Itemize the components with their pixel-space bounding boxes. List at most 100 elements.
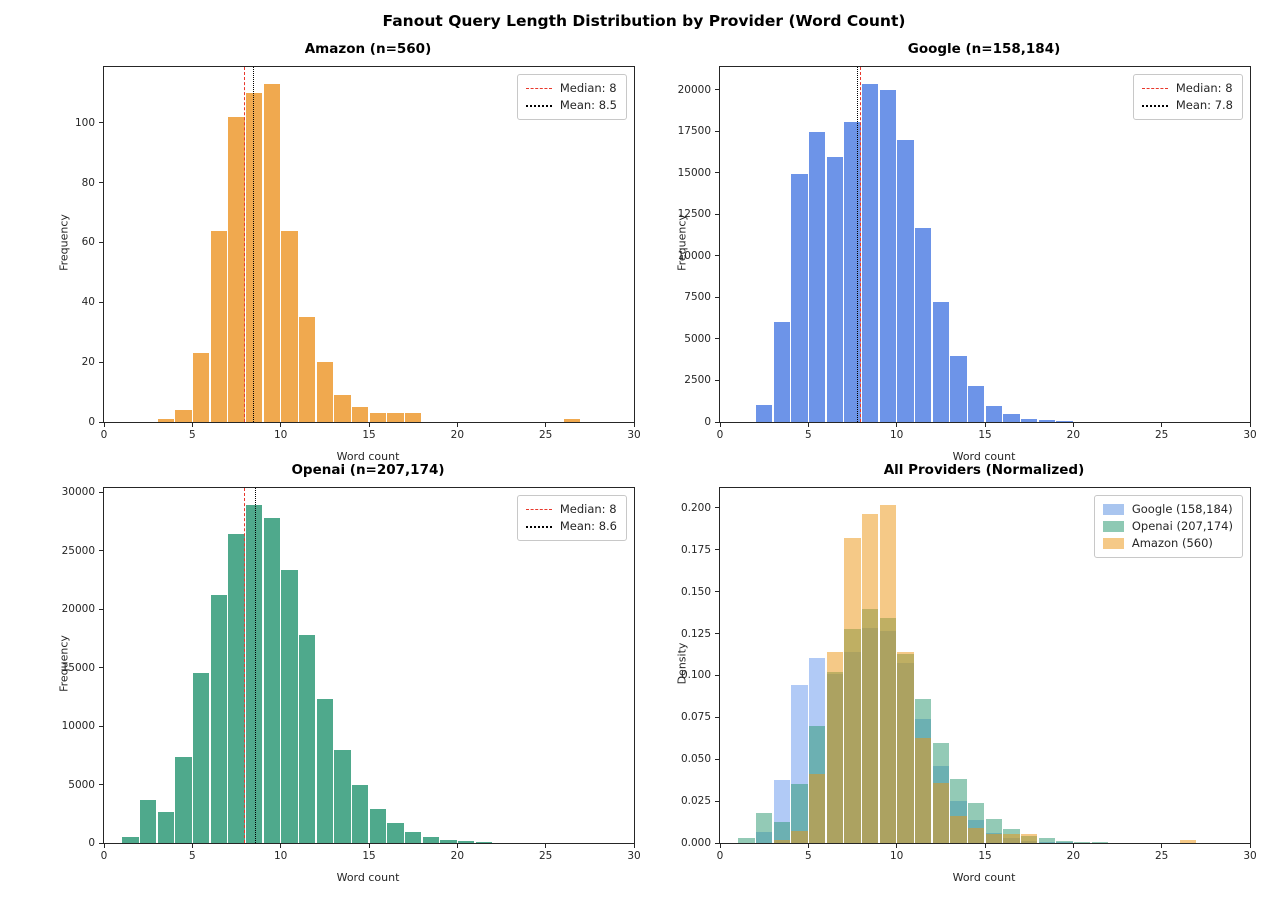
x-tick-mark <box>1161 422 1163 427</box>
x-tick-label: 20 <box>1066 850 1081 862</box>
x-tick-label: 5 <box>804 429 812 441</box>
legend: Google (158,184) Openai (207,174) Amazon (… <box>1093 495 1243 558</box>
histogram-bar <box>861 513 879 843</box>
x-tick-label: 30 <box>1243 850 1257 862</box>
x-axis-label: Word count <box>952 871 1016 884</box>
histogram-bar <box>808 132 826 422</box>
x-tick-mark <box>1072 422 1074 427</box>
histogram-bar <box>210 595 228 843</box>
y-tick-label: 20000 <box>61 603 95 616</box>
legend-label: Median: 8 <box>559 502 617 516</box>
x-tick-mark <box>456 422 458 427</box>
x-tick-mark <box>633 843 635 848</box>
y-tick-mark <box>715 255 720 257</box>
histogram-bar <box>1056 840 1073 843</box>
histogram-bar <box>773 840 791 843</box>
x-tick-label: 10 <box>889 429 904 441</box>
y-tick-mark <box>715 842 720 844</box>
subplot-title: Openai (n=207,174) <box>291 462 445 478</box>
median-line <box>244 488 246 843</box>
histogram-bar <box>897 651 914 843</box>
x-tick-mark <box>368 422 370 427</box>
x-tick-mark <box>807 422 809 427</box>
histogram-bar <box>351 407 369 422</box>
x-tick-label: 15 <box>362 429 376 441</box>
histogram-bar <box>985 833 1003 843</box>
histogram-bar <box>192 673 210 843</box>
y-tick-mark <box>715 421 720 423</box>
histogram-bar <box>351 785 369 843</box>
histogram-bar <box>755 813 773 843</box>
histogram-bar <box>316 698 334 843</box>
x-axis-label: Word count <box>952 450 1016 463</box>
y-tick-mark <box>715 130 720 132</box>
histogram-bar <box>281 569 298 843</box>
y-tick-mark <box>99 301 104 303</box>
histogram-bar <box>316 362 334 422</box>
histogram-bar <box>228 116 245 422</box>
y-tick-label: 0 <box>704 416 711 428</box>
histogram-bar <box>298 634 316 843</box>
histogram-bar <box>1003 413 1020 422</box>
y-tick-mark <box>715 549 720 551</box>
histogram-bar <box>228 533 245 843</box>
legend-entry: Mean: 8.5 <box>525 97 617 114</box>
legend-swatch <box>1102 504 1124 515</box>
y-tick-mark <box>99 667 104 669</box>
x-tick-label: 5 <box>188 850 196 862</box>
y-tick-mark <box>715 507 720 509</box>
y-tick-label: 60 <box>81 236 95 249</box>
y-tick-mark <box>99 608 104 610</box>
legend-label: Amazon (560) <box>1131 536 1213 550</box>
histogram-bar <box>387 823 404 843</box>
histogram-bar <box>755 404 773 422</box>
histogram-bar <box>404 413 422 422</box>
y-tick-label: 80 <box>81 176 95 189</box>
x-tick-mark <box>984 422 986 427</box>
y-tick-mark <box>99 182 104 184</box>
legend-label: Median: 8 <box>1175 81 1233 95</box>
y-tick-label: 12500 <box>677 208 711 221</box>
legend: Median: 8 Mean: 7.8 <box>1132 74 1243 120</box>
x-tick-mark <box>456 843 458 848</box>
legend-label: Google (158,184) <box>1131 502 1233 516</box>
y-tick-label: 0.200 <box>680 501 711 514</box>
histogram-bar <box>422 836 440 843</box>
plot-area: 0 2500 5000 7500 10000 12500 15000 17500 20000 0 5… <box>678 66 1257 441</box>
histogram-bar <box>440 839 457 843</box>
legend-swatch <box>1102 538 1124 549</box>
x-tick-label: 0 <box>716 850 724 862</box>
legend-entry: Google (158,184) <box>1102 501 1233 518</box>
x-tick-label: 15 <box>362 850 376 862</box>
y-tick-mark <box>99 421 104 423</box>
mean-line <box>856 67 858 422</box>
x-tick-mark <box>103 843 105 848</box>
y-tick-label: 10000 <box>61 720 95 732</box>
histogram-bar <box>932 301 950 422</box>
legend: Median: 8 Mean: 8.5 <box>516 74 627 120</box>
x-tick-label: 15 <box>978 850 992 862</box>
x-tick-mark <box>719 843 721 848</box>
plot-area: 0.000 0.025 0.050 0.075 0.100 0.125 0.150 0.175… <box>681 487 1257 862</box>
plot-area: 0 20 40 60 80 100 0 5 10 15 20 25 30 Median: 8 Mean: 8… <box>75 66 641 441</box>
y-tick-mark <box>715 591 720 593</box>
y-axis-label: Frequency <box>675 214 689 271</box>
x-tick-label: 0 <box>100 850 108 862</box>
x-tick-mark <box>1249 422 1251 427</box>
y-tick-label: 40 <box>81 296 95 309</box>
histogram-bar <box>861 83 879 422</box>
histogram-bar <box>122 836 139 843</box>
histogram-bar <box>826 157 844 422</box>
y-tick-label: 7500 <box>684 291 711 304</box>
x-tick-label: 10 <box>889 850 904 862</box>
histogram-bar <box>1038 838 1056 843</box>
y-tick-label: 5000 <box>68 778 95 791</box>
subplot-title: Amazon (n=560) <box>304 41 432 57</box>
histogram-bar <box>263 83 281 422</box>
x-tick-label: 5 <box>188 429 196 441</box>
legend-entry: Mean: 8.6 <box>525 518 617 535</box>
x-tick-mark <box>1249 843 1251 848</box>
histogram-bar <box>914 738 932 843</box>
x-tick-label: 5 <box>804 850 812 862</box>
y-tick-label: 0 <box>88 416 95 428</box>
